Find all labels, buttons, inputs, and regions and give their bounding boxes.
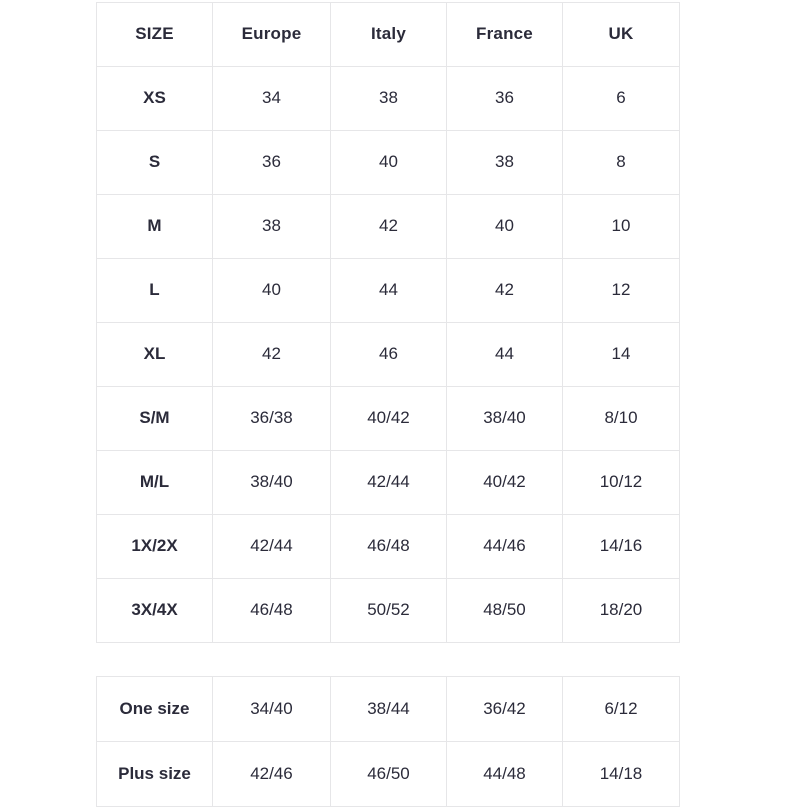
cell-europe: 42/44	[212, 514, 331, 579]
primary-table-body: XS 34 38 36 6 S 36 40 38 8 M 38 42 40 10	[96, 66, 680, 643]
table-row: S/M 36/38 40/42 38/40 8/10	[96, 386, 680, 451]
cell-france: 38	[446, 130, 563, 195]
table-row: Plus size 42/46 46/50 44/48 14/18	[96, 741, 680, 807]
table-row: M 38 42 40 10	[96, 194, 680, 259]
cell-france: 36/42	[446, 676, 563, 742]
cell-france: 44	[446, 322, 563, 387]
cell-italy: 46	[330, 322, 447, 387]
size-label: XL	[96, 322, 213, 387]
column-header-italy: Italy	[330, 2, 447, 67]
size-label: One size	[96, 676, 213, 742]
size-label: Plus size	[96, 741, 213, 807]
cell-france: 48/50	[446, 578, 563, 643]
cell-france: 44/46	[446, 514, 563, 579]
cell-europe: 34/40	[212, 676, 331, 742]
cell-uk: 6	[562, 66, 680, 131]
cell-uk: 12	[562, 258, 680, 323]
table-separator	[96, 643, 679, 676]
size-label: S	[96, 130, 213, 195]
cell-italy: 38/44	[330, 676, 447, 742]
cell-italy: 40	[330, 130, 447, 195]
table-row: L 40 44 42 12	[96, 258, 680, 323]
cell-europe: 46/48	[212, 578, 331, 643]
size-label: S/M	[96, 386, 213, 451]
column-header-france: France	[446, 2, 563, 67]
size-label: 1X/2X	[96, 514, 213, 579]
cell-europe: 42	[212, 322, 331, 387]
table-row: M/L 38/40 42/44 40/42 10/12	[96, 450, 680, 515]
cell-france: 40/42	[446, 450, 563, 515]
column-header-size: SIZE	[96, 2, 213, 67]
size-label: L	[96, 258, 213, 323]
cell-uk: 6/12	[562, 676, 680, 742]
cell-europe: 38/40	[212, 450, 331, 515]
column-header-europe: Europe	[212, 2, 331, 67]
table-row: 1X/2X 42/44 46/48 44/46 14/16	[96, 514, 680, 579]
cell-italy: 42/44	[330, 450, 447, 515]
size-label: 3X/4X	[96, 578, 213, 643]
table-row: One size 34/40 38/44 36/42 6/12	[96, 676, 680, 742]
secondary-size-table: One size 34/40 38/44 36/42 6/12 Plus siz…	[96, 676, 680, 807]
cell-france: 36	[446, 66, 563, 131]
cell-italy: 42	[330, 194, 447, 259]
cell-france: 42	[446, 258, 563, 323]
size-label: XS	[96, 66, 213, 131]
column-header-uk: UK	[562, 2, 680, 67]
primary-size-table: SIZE Europe Italy France UK XS 34 38 36 …	[96, 2, 680, 643]
cell-europe: 42/46	[212, 741, 331, 807]
cell-france: 44/48	[446, 741, 563, 807]
cell-italy: 44	[330, 258, 447, 323]
cell-uk: 14/18	[562, 741, 680, 807]
cell-france: 40	[446, 194, 563, 259]
header-row: SIZE Europe Italy France UK	[96, 2, 680, 67]
secondary-table-body: One size 34/40 38/44 36/42 6/12 Plus siz…	[96, 676, 680, 807]
cell-france: 38/40	[446, 386, 563, 451]
cell-europe: 36	[212, 130, 331, 195]
cell-europe: 38	[212, 194, 331, 259]
table-header: SIZE Europe Italy France UK	[96, 2, 680, 67]
cell-europe: 34	[212, 66, 331, 131]
table-row: XS 34 38 36 6	[96, 66, 680, 131]
cell-italy: 38	[330, 66, 447, 131]
cell-italy: 50/52	[330, 578, 447, 643]
cell-uk: 18/20	[562, 578, 680, 643]
table-row: 3X/4X 46/48 50/52 48/50 18/20	[96, 578, 680, 643]
cell-europe: 36/38	[212, 386, 331, 451]
cell-uk: 8	[562, 130, 680, 195]
cell-uk: 14	[562, 322, 680, 387]
cell-italy: 46/48	[330, 514, 447, 579]
cell-uk: 10/12	[562, 450, 680, 515]
cell-uk: 10	[562, 194, 680, 259]
table-row: S 36 40 38 8	[96, 130, 680, 195]
cell-italy: 46/50	[330, 741, 447, 807]
cell-uk: 14/16	[562, 514, 680, 579]
size-label: M	[96, 194, 213, 259]
cell-europe: 40	[212, 258, 331, 323]
cell-uk: 8/10	[562, 386, 680, 451]
size-label: M/L	[96, 450, 213, 515]
size-chart-container: SIZE Europe Italy France UK XS 34 38 36 …	[96, 2, 680, 807]
cell-italy: 40/42	[330, 386, 447, 451]
table-row: XL 42 46 44 14	[96, 322, 680, 387]
